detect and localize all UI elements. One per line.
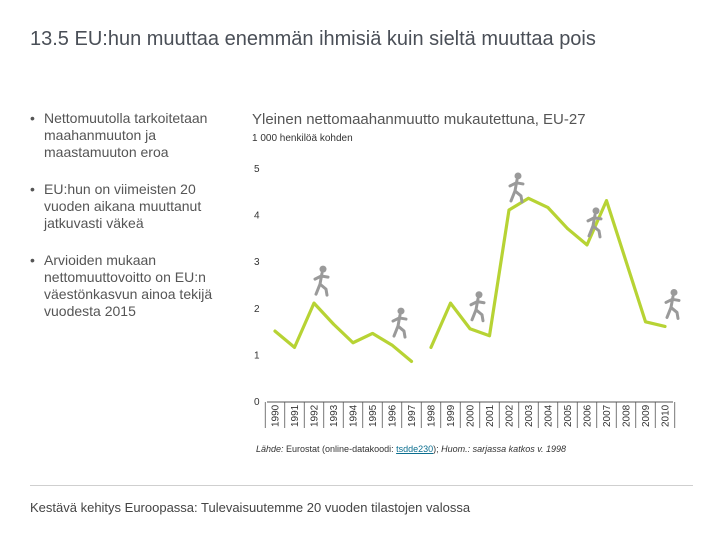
x-tick-label: 2000	[466, 404, 477, 427]
data-point	[546, 206, 550, 210]
x-tick-label: 2007	[602, 404, 613, 427]
walking-person-icon	[586, 207, 603, 239]
x-tick-label: 2008	[622, 404, 633, 427]
series-line	[273, 301, 414, 363]
data-point	[644, 320, 647, 324]
data-point	[293, 346, 296, 349]
data-point	[312, 301, 316, 305]
walking-person-icon	[391, 307, 408, 339]
x-tick-label: 1990	[271, 404, 282, 427]
data-point	[390, 343, 394, 347]
x-tick-label: 2003	[524, 404, 535, 427]
bullet-item: EU:hun on viimeisten 20 vuoden aikana mu…	[30, 181, 240, 232]
series-line	[429, 196, 667, 350]
data-point	[351, 341, 355, 345]
x-tick-label: 2002	[505, 404, 516, 427]
walking-person-icon	[469, 291, 486, 323]
data-point	[488, 334, 491, 338]
footer-text: Kestävä kehitys Euroopassa: Tulevaisuute…	[30, 500, 471, 515]
chart-y-unit-label: 1 000 henkilöä kohden	[252, 133, 353, 144]
chart-title: Yleinen nettomaahanmuutto mukautettuna, …	[252, 111, 586, 128]
walking-person-icon	[664, 288, 681, 320]
bullet-item: Nettomuutolla tarkoitetaan maahanmuuton …	[30, 110, 240, 161]
slide-title: 13.5 EU:hun muuttaa enemmän ihmisiä kuin…	[30, 24, 700, 54]
slide-number: 13.5	[30, 28, 69, 50]
x-tick-label: 1999	[446, 404, 457, 427]
data-point	[507, 208, 511, 212]
data-point	[663, 325, 667, 328]
x-tick-label: 1992	[310, 404, 321, 427]
data-point	[449, 301, 452, 305]
data-point	[585, 243, 589, 247]
x-tick-label: 2009	[641, 404, 652, 427]
data-point	[429, 346, 433, 349]
bullet-item: Arvioiden mukaan nettomuuttovoitto on EU…	[30, 252, 240, 320]
x-tick-label: 2001	[485, 404, 496, 427]
x-tick-label: 1996	[388, 404, 399, 427]
x-tick-label: 1991	[290, 404, 301, 427]
footer-divider	[30, 485, 693, 486]
source-label: Lähde:	[256, 444, 284, 454]
x-tick-label: 2005	[563, 404, 574, 427]
data-point	[273, 329, 277, 333]
y-tick-label: 2	[254, 304, 260, 315]
y-tick-label: 3	[254, 257, 260, 268]
y-tick-label: 0	[254, 397, 260, 408]
x-tick-label: 1997	[407, 404, 418, 427]
x-tick-label: 1995	[368, 404, 379, 427]
x-tick-label: 2006	[583, 404, 594, 427]
data-point	[566, 227, 569, 230]
x-tick-label: 2004	[544, 404, 555, 427]
source-after: );	[433, 444, 439, 454]
y-tick-label: 1	[254, 350, 260, 361]
note-text: sarjassa katkos v. 1998	[470, 444, 567, 454]
data-point	[527, 196, 530, 200]
data-point	[332, 322, 335, 326]
x-tick-label: 1993	[329, 404, 340, 427]
y-tick-label: 5	[254, 164, 260, 175]
walking-person-icon	[508, 172, 525, 204]
walking-person-icon	[313, 265, 330, 297]
x-tick-label: 2010	[661, 404, 672, 427]
bullet-list: Nettomuutolla tarkoitetaan maahanmuuton …	[30, 110, 240, 340]
data-point	[371, 332, 374, 335]
data-point	[410, 359, 413, 363]
source-note: Lähde: Eurostat (online-datakoodi: tsdde…	[256, 444, 566, 454]
y-tick-label: 4	[254, 211, 260, 222]
source-link[interactable]: tsdde230	[396, 444, 434, 454]
data-point	[605, 199, 608, 203]
data-point	[468, 327, 472, 331]
source-text: Eurostat (online-datakoodi:	[283, 444, 397, 454]
note-label: Huom.:	[438, 444, 471, 454]
slide-title-text: EU:hun muuttaa enemmän ihmisiä kuin siel…	[74, 28, 596, 50]
data-point	[624, 259, 628, 263]
x-tick-label: 1998	[427, 404, 438, 427]
x-tick-label: 1994	[349, 404, 360, 427]
